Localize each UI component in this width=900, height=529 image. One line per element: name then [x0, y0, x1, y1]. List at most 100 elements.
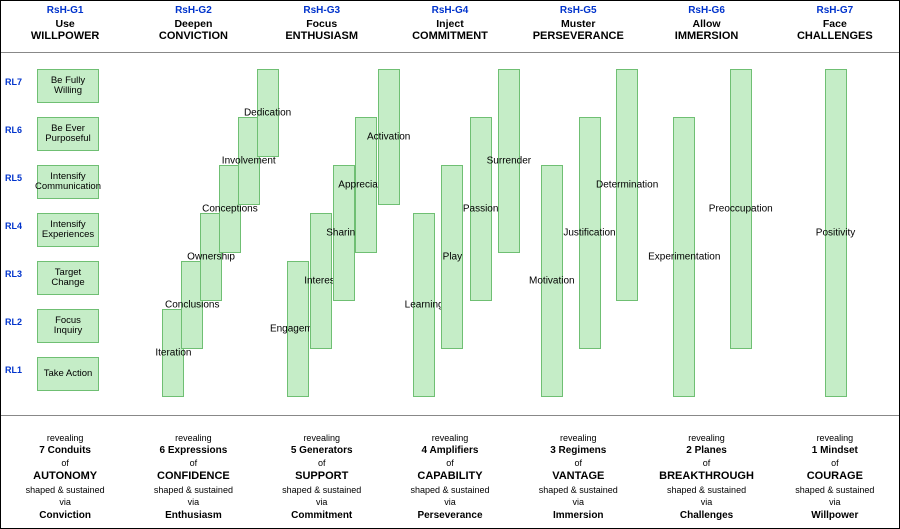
footer-count: 2 Planes: [642, 444, 770, 458]
footer-divider: [1, 415, 899, 416]
bar-label: Motivation: [529, 276, 575, 287]
footer-revealing: revealing: [258, 432, 386, 444]
footer-col-4: revealing4 AmplifiersofCAPABILITYshaped …: [386, 432, 514, 522]
col1-box-label: Focus Inquiry: [40, 316, 96, 337]
bar-label: Ownership: [187, 252, 235, 263]
footer-noun: AUTONOMY: [1, 469, 129, 484]
header-col-6: RsH-G6 AllowIMMERSION: [642, 1, 770, 52]
bar: Learning: [413, 213, 435, 397]
footer-via: via: [771, 496, 899, 508]
footer-noun: CONFIDENCE: [129, 469, 257, 484]
bar-label: Positivity: [816, 228, 855, 239]
footer-via: via: [642, 496, 770, 508]
col1-box: Target Change: [37, 261, 99, 295]
bar-label: Iteration: [155, 348, 191, 359]
bar: Surrender: [498, 69, 520, 253]
row-label-RL7: RL7: [5, 77, 35, 87]
footer-of: of: [642, 457, 770, 469]
footer-col-2: revealing6 ExpressionsofCONFIDENCEshaped…: [129, 432, 257, 522]
footer-of: of: [514, 457, 642, 469]
footer-of: of: [129, 457, 257, 469]
bar: Justification: [579, 117, 601, 349]
footer-row: revealing7 ConduitsofAUTONOMYshaped & su…: [1, 432, 899, 522]
header-code: RsH-G6: [642, 5, 770, 16]
bar-label: Play: [443, 252, 462, 263]
footer-via: via: [386, 496, 514, 508]
bar-label: Determination: [596, 180, 658, 191]
bar-label: Conceptions: [202, 204, 258, 215]
footer-col-1: revealing7 ConduitsofAUTONOMYshaped & su…: [1, 432, 129, 522]
footer-shaped: shaped & sustained: [771, 484, 899, 496]
header-col-1: RsH-G1UseWILLPOWER: [1, 1, 129, 52]
row-label-RL6: RL6: [5, 125, 35, 135]
footer-count: 4 Amplifiers: [386, 444, 514, 458]
header-verb: Inject: [386, 18, 514, 30]
header-code: RsH-G1: [1, 5, 129, 16]
header-row: RsH-G1UseWILLPOWERRsH-G2DeepenCONVICTION…: [1, 1, 899, 53]
footer-driver: Willpower: [771, 509, 899, 523]
col1-box: Intensify Experiences: [37, 213, 99, 247]
header-code: RsH-G5: [514, 5, 642, 16]
row-label-RL1: RL1: [5, 365, 35, 375]
footer-driver: Conviction: [1, 509, 129, 523]
bar: Preoccupation: [730, 69, 752, 349]
footer-of: of: [258, 457, 386, 469]
bar-label: Learning: [405, 300, 444, 311]
header-code: RsH-G2: [129, 5, 257, 16]
footer-shaped: shaped & sustained: [1, 484, 129, 496]
footer-shaped: shaped & sustained: [258, 484, 386, 496]
header-noun: ENTHUSIASM: [258, 30, 386, 42]
header-noun: COMMITMENT: [386, 30, 514, 42]
header-col-7: RsH-G7FaceCHALLENGES: [771, 1, 899, 52]
bar-label: Experimentation: [648, 252, 720, 263]
footer-via: via: [129, 496, 257, 508]
footer-shaped: shaped & sustained: [514, 484, 642, 496]
bar-label: Activation: [367, 132, 410, 143]
bar: Passion: [470, 117, 492, 301]
bar-label: Involvement: [222, 156, 276, 167]
col1-box: Be Fully Willing: [37, 69, 99, 103]
header-verb: Allow: [642, 18, 770, 30]
header-noun: CONVICTION: [129, 30, 257, 42]
row-label-RL2: RL2: [5, 317, 35, 327]
col1-box: Intensify Communication: [37, 165, 99, 199]
footer-count: 7 Conduits: [1, 444, 129, 458]
col1-box-label: Target Change: [40, 268, 96, 289]
bar: Play: [441, 165, 463, 349]
footer-driver: Perseverance: [386, 509, 514, 523]
footer-count: 5 Generators: [258, 444, 386, 458]
bar-label: Surrender: [487, 156, 531, 167]
header-col-4: RsH-G4InjectCOMMITMENT: [386, 1, 514, 52]
bar: Experimentation: [673, 117, 695, 397]
col1-box-label: Intensify Communication: [35, 172, 101, 193]
footer-shaped: shaped & sustained: [642, 484, 770, 496]
footer-revealing: revealing: [1, 432, 129, 444]
header-col-5: RsH-G5MusterPERSEVERANCE: [514, 1, 642, 52]
col1-box: Take Action: [37, 357, 99, 391]
footer-noun: COURAGE: [771, 469, 899, 484]
footer-count: 3 Regimens: [514, 444, 642, 458]
col1-box-label: Be Fully Willing: [40, 76, 96, 97]
col1-box-label: Be Ever Purposeful: [40, 124, 96, 145]
header-verb: Face: [771, 18, 899, 30]
bar-label: Conclusions: [165, 300, 219, 311]
footer-shaped: shaped & sustained: [386, 484, 514, 496]
header-noun: IMMERSION: [642, 30, 770, 42]
footer-col-5: revealing3 RegimensofVANTAGEshaped & sus…: [514, 432, 642, 522]
bar: Activation: [378, 69, 400, 205]
row-label-RL4: RL4: [5, 221, 35, 231]
bar-label: Preoccupation: [709, 204, 773, 215]
footer-col-6: revealing2 PlanesofBREAKTHROUGHshaped & …: [642, 432, 770, 522]
footer-count: 1 Mindset: [771, 444, 899, 458]
col1-box: Be Ever Purposeful: [37, 117, 99, 151]
col1-box-label: Intensify Experiences: [40, 220, 96, 241]
header-code: RsH-G7: [771, 5, 899, 16]
footer-noun: BREAKTHROUGH: [642, 469, 770, 484]
footer-driver: Enthusiasm: [129, 509, 257, 523]
footer-noun: CAPABILITY: [386, 469, 514, 484]
row-label-RL5: RL5: [5, 173, 35, 183]
footer-of: of: [1, 457, 129, 469]
header-col-2: RsH-G2DeepenCONVICTION: [129, 1, 257, 52]
col1-box-label: Take Action: [44, 369, 93, 379]
footer-revealing: revealing: [642, 432, 770, 444]
